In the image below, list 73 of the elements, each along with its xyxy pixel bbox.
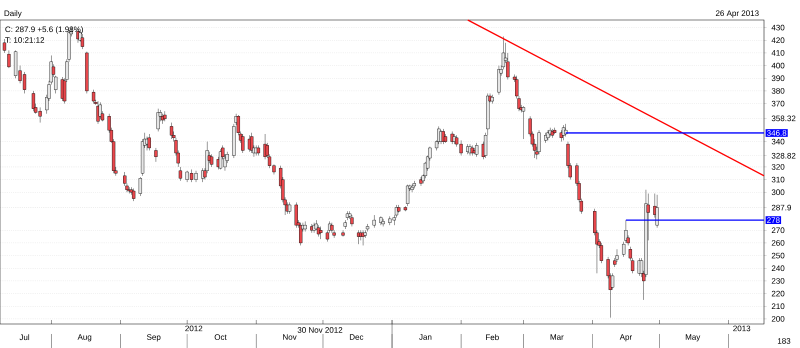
- data-label: 346.8: [766, 130, 786, 136]
- candlestick: [564, 124, 568, 137]
- y-tick-label: 358.32: [772, 116, 796, 122]
- y-tick-label: 320: [772, 164, 784, 170]
- candlestick: [32, 90, 36, 112]
- x2-tick-label: 2012: [185, 326, 202, 332]
- y-tick-label: 370: [772, 100, 784, 106]
- x-tick-label: Feb: [486, 334, 499, 340]
- annotation: T: 10:21:12: [5, 37, 44, 43]
- candlestick: [299, 222, 302, 246]
- y-tick-label: 400: [772, 62, 784, 68]
- x-tick-label: May: [686, 334, 700, 342]
- y-tick-label: 300: [772, 189, 784, 196]
- candlestick: [341, 230, 345, 237]
- candlestick: [562, 124, 566, 141]
- candlestick: [459, 140, 463, 156]
- candlestick: [92, 89, 96, 104]
- y-tick-label: 390: [772, 75, 784, 82]
- candlestick: [330, 222, 334, 233]
- candlestick: [319, 226, 322, 240]
- data-label: 278: [767, 217, 780, 223]
- candlestick: [178, 166, 182, 182]
- y-tick-label: 250: [772, 252, 784, 258]
- y-tick-label: 380: [772, 88, 784, 94]
- x-tick-label: Jan: [419, 334, 432, 340]
- y-tick-label: 420: [772, 37, 784, 44]
- y-tick-label: 287.9: [772, 204, 792, 210]
- y-tick-label: 410: [772, 50, 784, 56]
- candlestick: [452, 134, 456, 144]
- candlestick: [288, 202, 292, 214]
- candlestick: [546, 130, 550, 141]
- candlestick: [600, 242, 604, 264]
- candlestick: [372, 214, 376, 228]
- text: 26 Apr 2013: [716, 10, 759, 18]
- y-tick-label: 310: [772, 176, 784, 182]
- x-tick-label: Oct: [214, 334, 227, 340]
- candlestick: [194, 170, 198, 182]
- text: 183: [778, 338, 790, 344]
- candlestick: [38, 107, 42, 123]
- x-tick-label: Aug: [78, 334, 92, 342]
- candlestick: [210, 154, 214, 168]
- candlestick: [80, 34, 84, 50]
- y-tick-label: 270: [772, 227, 784, 234]
- x-tick-label: Dec: [350, 334, 364, 340]
- candlestick: [22, 72, 26, 94]
- y-tick-label: 230: [772, 278, 784, 284]
- y-tick-label: 210: [772, 303, 784, 310]
- text: 30 Nov 2012: [298, 327, 342, 333]
- candlestick: [2, 38, 6, 54]
- candlestick: [154, 148, 158, 162]
- x-tick-label: Sep: [146, 334, 160, 342]
- y-tick-label: 220: [772, 290, 784, 296]
- candlestick: [138, 176, 142, 196]
- candlestick: [7, 50, 11, 68]
- candlestick: [472, 148, 476, 154]
- y-tick-label: 240: [772, 265, 784, 272]
- text: Daily: [4, 10, 22, 18]
- y-tick-label: 430: [772, 24, 784, 30]
- x-tick-label: Mar: [550, 334, 564, 340]
- candlestick: [419, 176, 423, 186]
- x-tick-label: Nov: [283, 334, 297, 340]
- y-tick-label: 200: [772, 316, 784, 322]
- x-tick-label: Apr: [620, 334, 632, 342]
- candlestick: [241, 134, 244, 154]
- x-tick-label: Jul: [20, 334, 30, 340]
- candlestick: [170, 122, 174, 140]
- y-tick-label: 260: [772, 240, 784, 246]
- candlestick: [655, 194, 659, 228]
- x2-tick-label: 2013: [733, 326, 750, 332]
- y-tick-label: 340: [772, 138, 784, 144]
- y-tick-label: 328.82: [772, 152, 796, 159]
- candlestick: [250, 132, 254, 154]
- candlestick: [256, 145, 260, 156]
